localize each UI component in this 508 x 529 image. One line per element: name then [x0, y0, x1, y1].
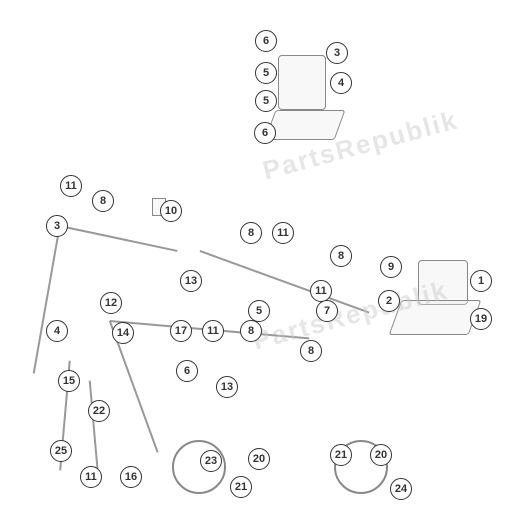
callout-6: 6 — [254, 122, 276, 144]
callout-8: 8 — [300, 340, 322, 362]
parts-diagram: PartsRepublikPartsRepublik 6354561181038… — [0, 0, 508, 529]
callout-11: 11 — [60, 175, 82, 197]
part-mount-plate-top — [265, 110, 346, 140]
callout-2: 2 — [378, 290, 400, 312]
callout-13: 13 — [180, 270, 202, 292]
callout-23: 23 — [200, 450, 222, 472]
callout-5: 5 — [255, 62, 277, 84]
callout-15: 15 — [58, 370, 80, 392]
callout-12: 12 — [100, 292, 122, 314]
callout-11: 11 — [80, 466, 102, 488]
callout-6: 6 — [176, 360, 198, 382]
callout-8: 8 — [92, 190, 114, 212]
callout-3: 3 — [46, 215, 68, 237]
callout-22: 22 — [88, 400, 110, 422]
callout-19: 19 — [470, 308, 492, 330]
part-abs-module-side — [418, 260, 468, 305]
callout-11: 11 — [202, 320, 224, 342]
callout-4: 4 — [46, 320, 68, 342]
callout-11: 11 — [272, 222, 294, 244]
callout-11: 11 — [310, 280, 332, 302]
callout-21: 21 — [230, 476, 252, 498]
callout-8: 8 — [330, 245, 352, 267]
callout-20: 20 — [370, 444, 392, 466]
callout-3: 3 — [326, 42, 348, 64]
callout-24: 24 — [390, 478, 412, 500]
brake-line — [89, 381, 98, 471]
callout-4: 4 — [330, 72, 352, 94]
callout-5: 5 — [248, 300, 270, 322]
callout-21: 21 — [330, 444, 352, 466]
callout-7: 7 — [316, 300, 338, 322]
callout-8: 8 — [240, 320, 262, 342]
callout-1: 1 — [470, 270, 492, 292]
callout-17: 17 — [170, 320, 192, 342]
callout-25: 25 — [50, 440, 72, 462]
callout-16: 16 — [120, 466, 142, 488]
callout-20: 20 — [248, 448, 270, 470]
part-abs-module-top — [278, 55, 326, 110]
callout-9: 9 — [380, 256, 402, 278]
brake-line — [33, 226, 61, 374]
callout-10: 10 — [160, 200, 182, 222]
brake-line — [60, 225, 178, 251]
callout-5: 5 — [255, 90, 277, 112]
part-mount-plate-side — [389, 300, 482, 335]
callout-6: 6 — [255, 30, 277, 52]
callout-13: 13 — [216, 376, 238, 398]
callout-8: 8 — [240, 222, 262, 244]
callout-14: 14 — [112, 322, 134, 344]
